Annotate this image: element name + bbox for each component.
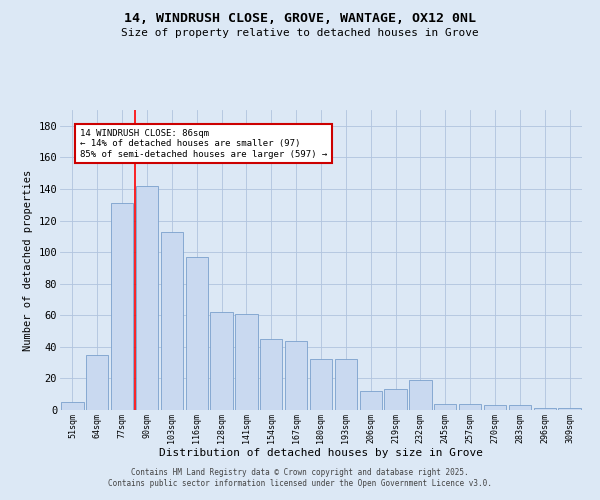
- Bar: [459, 404, 481, 410]
- Bar: [285, 340, 307, 410]
- Bar: [211, 312, 233, 410]
- Text: Size of property relative to detached houses in Grove: Size of property relative to detached ho…: [121, 28, 479, 38]
- Bar: [434, 404, 457, 410]
- Text: Contains HM Land Registry data © Crown copyright and database right 2025.
Contai: Contains HM Land Registry data © Crown c…: [108, 468, 492, 487]
- Bar: [335, 360, 357, 410]
- Y-axis label: Number of detached properties: Number of detached properties: [23, 170, 33, 350]
- Bar: [385, 390, 407, 410]
- Text: 14, WINDRUSH CLOSE, GROVE, WANTAGE, OX12 0NL: 14, WINDRUSH CLOSE, GROVE, WANTAGE, OX12…: [124, 12, 476, 26]
- Bar: [310, 360, 332, 410]
- Bar: [260, 339, 283, 410]
- Bar: [559, 408, 581, 410]
- Bar: [359, 391, 382, 410]
- X-axis label: Distribution of detached houses by size in Grove: Distribution of detached houses by size …: [159, 448, 483, 458]
- Bar: [61, 402, 83, 410]
- Bar: [161, 232, 183, 410]
- Bar: [111, 203, 133, 410]
- Bar: [509, 406, 531, 410]
- Bar: [136, 186, 158, 410]
- Bar: [235, 314, 257, 410]
- Bar: [185, 257, 208, 410]
- Bar: [533, 408, 556, 410]
- Text: 14 WINDRUSH CLOSE: 86sqm
← 14% of detached houses are smaller (97)
85% of semi-d: 14 WINDRUSH CLOSE: 86sqm ← 14% of detach…: [80, 129, 327, 158]
- Bar: [409, 380, 431, 410]
- Bar: [86, 354, 109, 410]
- Bar: [484, 406, 506, 410]
